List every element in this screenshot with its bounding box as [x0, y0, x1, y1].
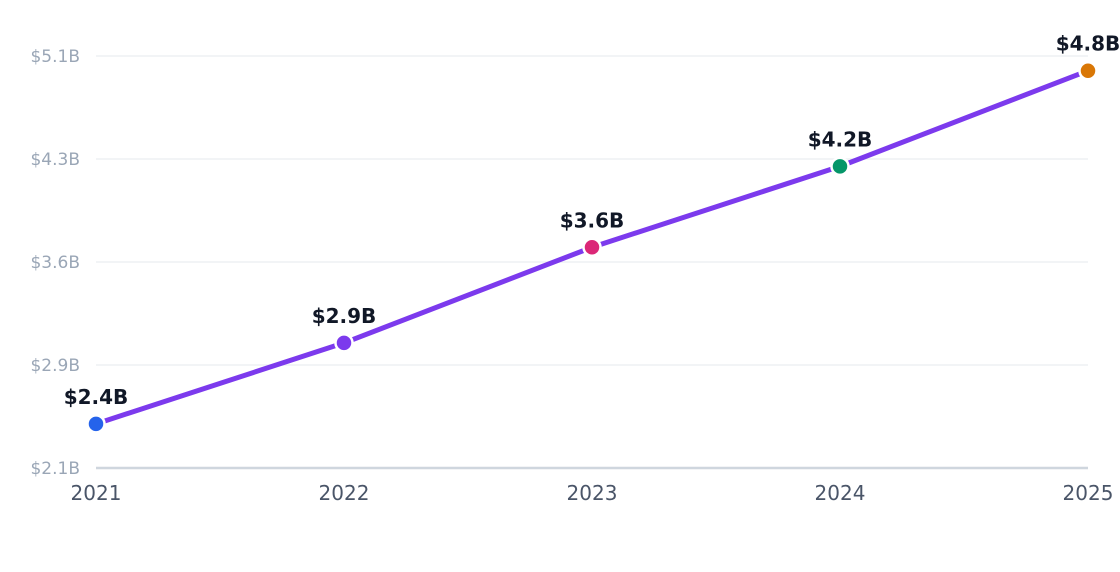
- data-point: [582, 237, 602, 258]
- axis-layer: $2.1B $2.9B $3.6B $4.3B $5.1B 2021 2022 2023 202…: [30, 47, 1113, 505]
- data-point: [830, 156, 850, 177]
- data-label: $3.6B: [560, 208, 625, 232]
- data-label: $2.9B: [312, 304, 377, 328]
- data-label: $2.4B: [64, 385, 129, 409]
- y-tick-label: $4.3B: [30, 150, 80, 170]
- x-tick-label: 2025: [1063, 481, 1114, 505]
- y-tick-label: $5.1B: [30, 47, 80, 67]
- data-label: $4.8B: [1056, 32, 1120, 56]
- y-tick-label: $3.6B: [30, 253, 80, 273]
- x-tick-label: 2023: [567, 481, 618, 505]
- label-layer: $2.4B $2.9B $3.6B $4.2B $4.8B: [64, 32, 1120, 409]
- series-layer: [86, 60, 1098, 434]
- x-tick-label: 2021: [71, 481, 122, 505]
- y-tick-label: $2.1B: [30, 459, 80, 479]
- data-point: [334, 333, 354, 353]
- data-label: $4.2B: [808, 127, 873, 151]
- x-tick-label: 2022: [319, 481, 370, 505]
- grid-layer: [96, 55, 1088, 366]
- data-point: [86, 414, 106, 434]
- x-tick-label: 2024: [815, 481, 866, 505]
- y-tick-label: $2.9B: [30, 356, 80, 376]
- data-point: [1078, 60, 1098, 81]
